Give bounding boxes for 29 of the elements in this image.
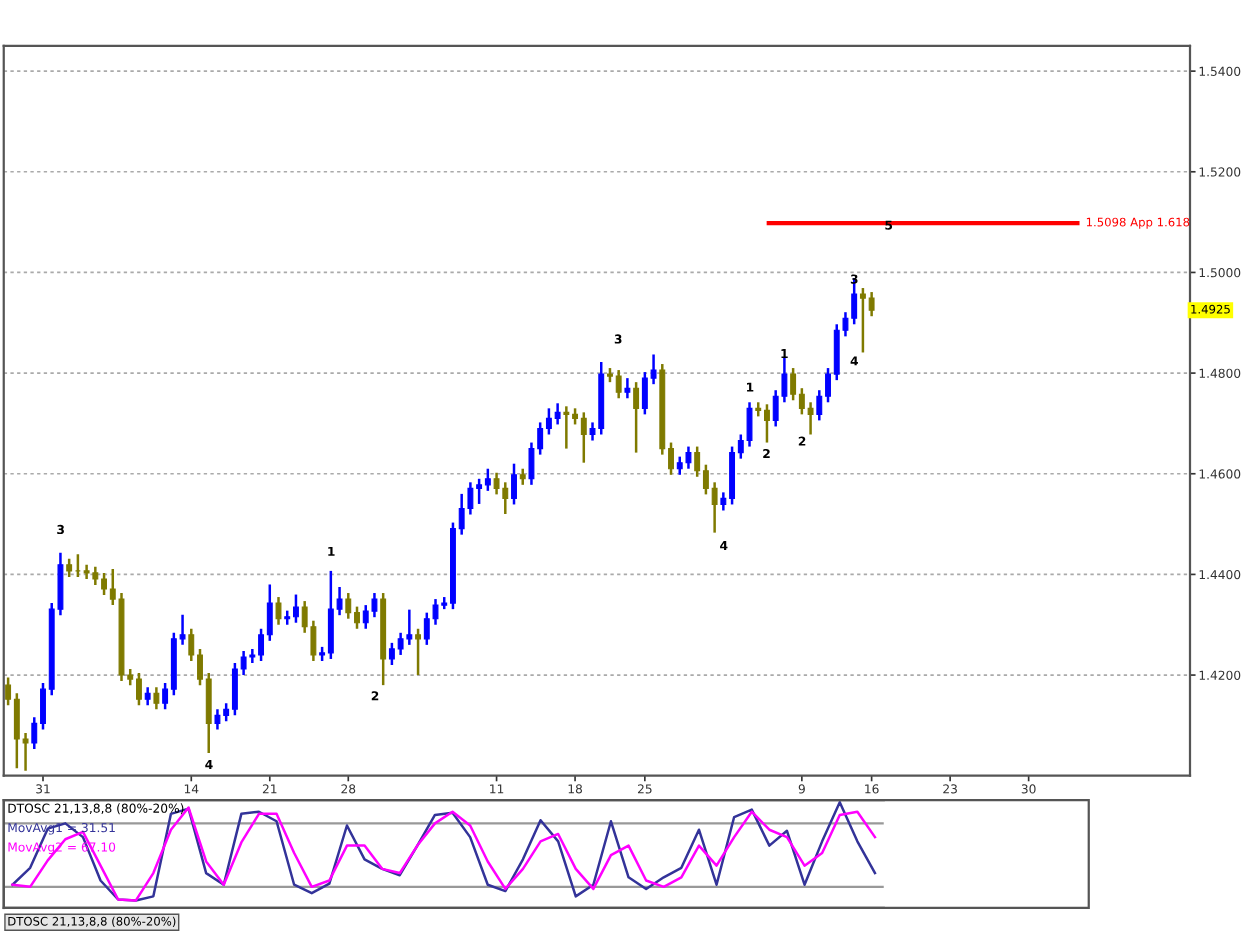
- candlestick: [484, 467, 491, 493]
- candlestick: [563, 405, 570, 450]
- candlestick: [406, 608, 413, 647]
- candlestick: [554, 402, 561, 426]
- candlestick: [66, 557, 73, 579]
- candlestick: [214, 708, 221, 731]
- candlestick: [74, 553, 81, 579]
- candlestick: [502, 481, 509, 516]
- candlestick: [868, 290, 875, 318]
- candlestick: [807, 401, 814, 436]
- candlestick: [153, 685, 160, 711]
- candlestick: [275, 595, 282, 626]
- candlestick: [685, 445, 692, 470]
- candlestick: [345, 591, 352, 620]
- candlestick: [415, 627, 422, 677]
- candlestick: [92, 565, 99, 587]
- candlestick: [493, 471, 500, 496]
- candlestick: [135, 671, 142, 707]
- candlestick: [371, 591, 378, 619]
- candlestick: [144, 685, 151, 707]
- candlestick: [615, 368, 622, 400]
- candlestick: [633, 380, 640, 454]
- candlestick: [746, 401, 753, 448]
- candlestick: [580, 411, 587, 464]
- candlestick: [397, 631, 404, 657]
- candlestick: [292, 593, 299, 624]
- candlestick: [511, 462, 517, 506]
- candlestick: [624, 376, 631, 400]
- candlestick: [790, 366, 797, 402]
